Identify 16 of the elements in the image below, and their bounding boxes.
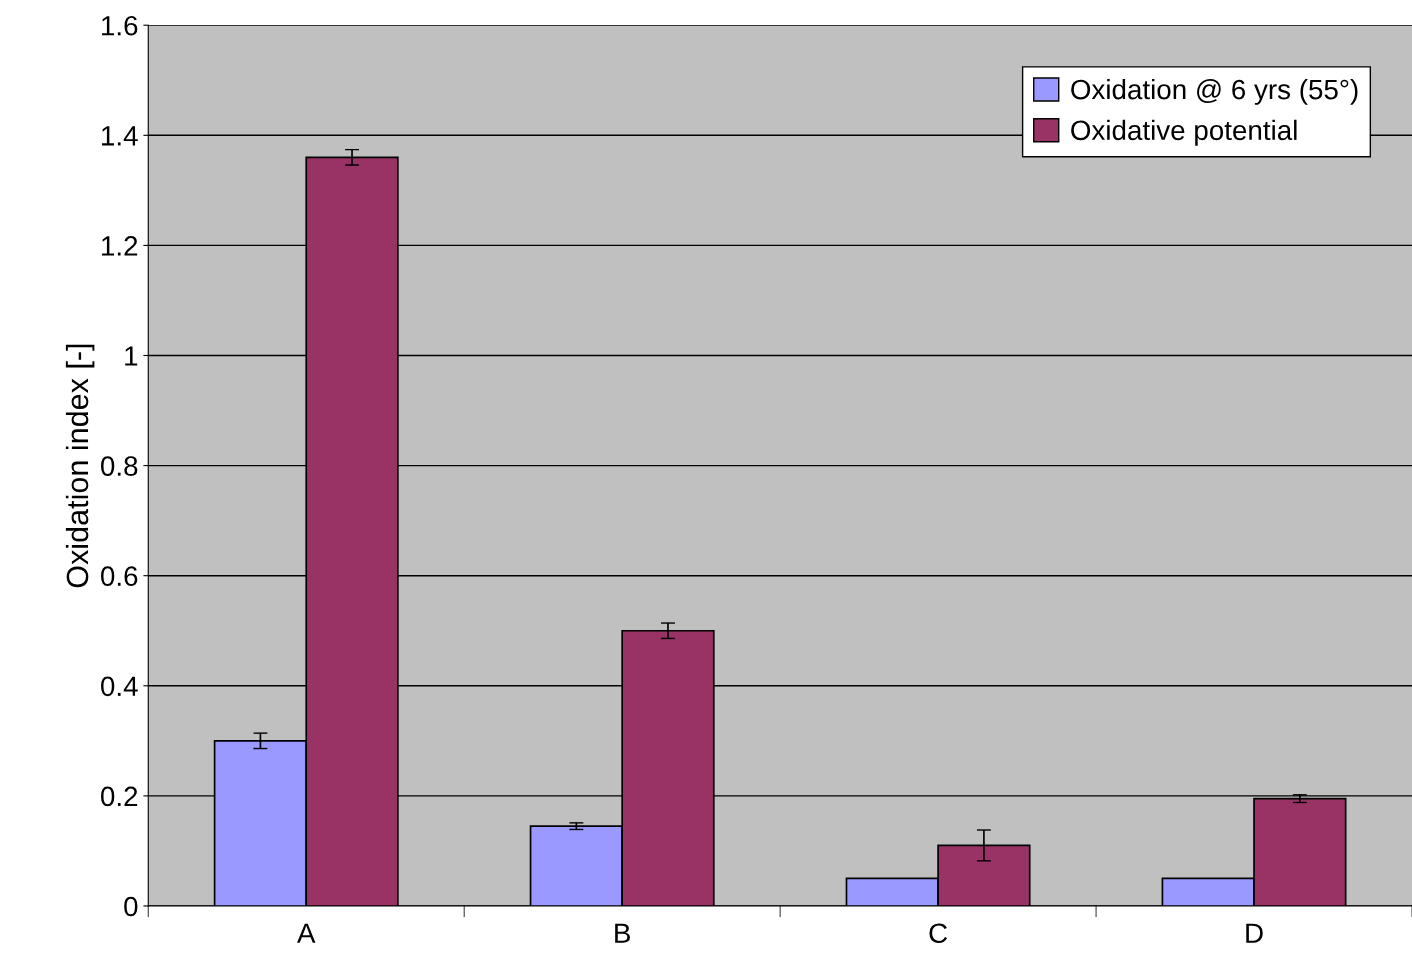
y-tick-label: 0.2 bbox=[101, 786, 138, 807]
x-tick-label: A bbox=[297, 923, 316, 943]
legend-label: Oxidation @ 6 yrs (55°) bbox=[1071, 78, 1358, 105]
y-tick-label: 1.6 bbox=[102, 15, 138, 36]
y-tick-label: 0.6 bbox=[101, 566, 138, 587]
x-tick-label: C bbox=[929, 923, 948, 944]
y-axis-title: Oxidation index [-] bbox=[65, 344, 95, 588]
y-tick-label: 1.2 bbox=[102, 236, 138, 256]
y-tick-label: 0.4 bbox=[101, 676, 138, 697]
y-tick-label: 1 bbox=[125, 346, 138, 366]
y-tick-label: 1.4 bbox=[102, 126, 138, 146]
legend-label: Oxidative potential bbox=[1071, 119, 1297, 146]
y-tick-label: 0.8 bbox=[101, 456, 138, 476]
y-tick-label: 0 bbox=[124, 896, 138, 917]
x-tick-label: D bbox=[1246, 923, 1263, 943]
x-tick-label: B bbox=[615, 923, 630, 943]
